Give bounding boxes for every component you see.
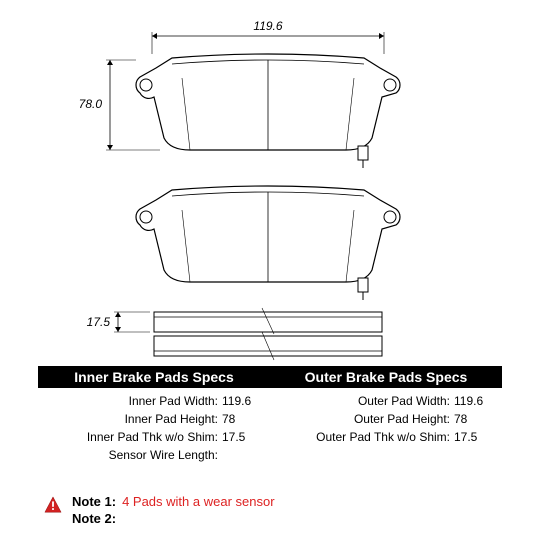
spec-value: 119.6: [222, 392, 262, 410]
spec-value: 78: [454, 410, 494, 428]
spec-value: 17.5: [454, 428, 494, 446]
spec-label: Sensor Wire Length:: [46, 446, 218, 464]
spec-label: Inner Pad Height:: [46, 410, 218, 428]
spec-row: Inner Pad Height:78: [46, 410, 262, 428]
outer-specs-column: Outer Pad Width:119.6Outer Pad Height:78…: [270, 392, 502, 464]
note1-text: 4 Pads with a wear sensor: [122, 494, 274, 511]
spec-label: Inner Pad Thk w/o Shim:: [46, 428, 218, 446]
spec-value: [222, 446, 262, 464]
specs-header: Inner Brake Pads Specs Outer Brake Pads …: [38, 366, 502, 388]
spec-row: Inner Pad Width:119.6: [46, 392, 262, 410]
brake-pad-drawing: 119.6 78.0 17.5: [0, 0, 540, 370]
inner-specs-title: Inner Brake Pads Specs: [38, 369, 270, 385]
spec-row: Sensor Wire Length:: [46, 446, 262, 464]
spec-row: Outer Pad Thk w/o Shim:17.5: [278, 428, 494, 446]
spec-value: 119.6: [454, 392, 494, 410]
spec-row: Outer Pad Height:78: [278, 410, 494, 428]
spec-label: Outer Pad Width:: [278, 392, 450, 410]
note1-label: Note 1:: [72, 494, 116, 511]
svg-text:17.5: 17.5: [87, 315, 111, 329]
warning-icon: [44, 496, 62, 514]
notes-section: Note 1: 4 Pads with a wear sensor Note 2…: [72, 494, 502, 528]
note2-label: Note 2:: [72, 511, 116, 528]
spec-label: Inner Pad Width:: [46, 392, 218, 410]
spec-label: Outer Pad Height:: [278, 410, 450, 428]
spec-label: Outer Pad Thk w/o Shim:: [278, 428, 450, 446]
spec-row: Outer Pad Width:119.6: [278, 392, 494, 410]
outer-specs-title: Outer Brake Pads Specs: [270, 369, 502, 385]
inner-specs-column: Inner Pad Width:119.6Inner Pad Height:78…: [38, 392, 270, 464]
spec-row: Inner Pad Thk w/o Shim:17.5: [46, 428, 262, 446]
specs-body: Inner Pad Width:119.6Inner Pad Height:78…: [38, 392, 502, 464]
svg-text:119.6: 119.6: [253, 19, 282, 33]
svg-text:78.0: 78.0: [79, 97, 103, 111]
spec-value: 78: [222, 410, 262, 428]
spec-value: 17.5: [222, 428, 262, 446]
